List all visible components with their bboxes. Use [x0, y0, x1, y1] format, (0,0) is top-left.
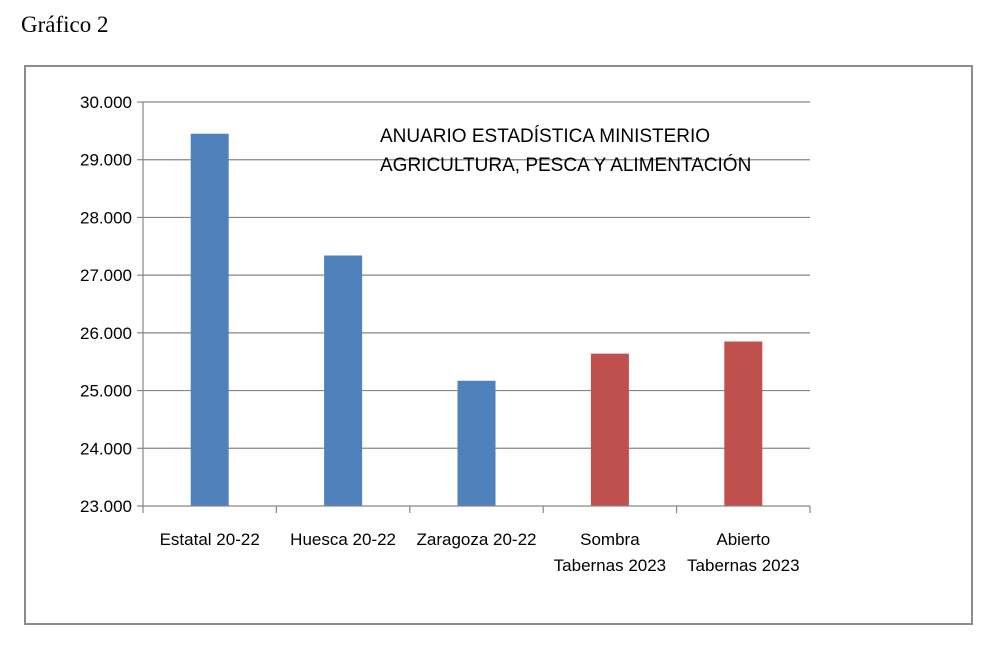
x-tick-label: Sombra Tabernas 2023 — [554, 530, 666, 575]
x-tick-label: Abierto Tabernas 2023 — [687, 530, 799, 575]
y-axis-ticks: 23.000 24.000 25.000 26.000 27.000 28.000 29.0… — [80, 93, 143, 516]
x-axis-labels: Estatal 20-22 Huesca 20-22 Zaragoza 20-22 S… — [160, 530, 800, 575]
y-tick-label: 27.000 — [80, 266, 132, 285]
chart-annotation: ANUARIO ESTADÍSTICA MINISTERIO AGRICULTUR… — [380, 126, 751, 176]
gridlines — [143, 101, 810, 449]
bar — [190, 133, 229, 506]
axes — [142, 102, 811, 513]
chart-frame — [24, 65, 973, 625]
bar — [724, 341, 763, 506]
x-tick-label: Huesca 20-22 — [290, 530, 396, 549]
x-tick-label: Estatal 20-22 — [160, 530, 260, 549]
figure-caption: Gráfico 2 — [21, 12, 109, 37]
annotation: ANUARIO ESTADÍSTICA MINISTERIO AGRICULTUR… — [380, 126, 751, 176]
y-tick-label: 23.000 — [80, 497, 132, 516]
bar — [457, 380, 496, 506]
y-tick-label: 30.000 — [80, 93, 132, 112]
y-tick-label: 29.000 — [80, 151, 132, 170]
bars — [190, 133, 763, 506]
y-tick-label: 25.000 — [80, 382, 132, 401]
y-tick-label: 28.000 — [80, 208, 132, 227]
x-tick-label: Zaragoza 20-22 — [416, 530, 536, 549]
bar — [324, 255, 363, 506]
bar — [590, 353, 629, 506]
y-tick-label: 24.000 — [80, 439, 132, 458]
y-tick-label: 26.000 — [80, 324, 132, 343]
